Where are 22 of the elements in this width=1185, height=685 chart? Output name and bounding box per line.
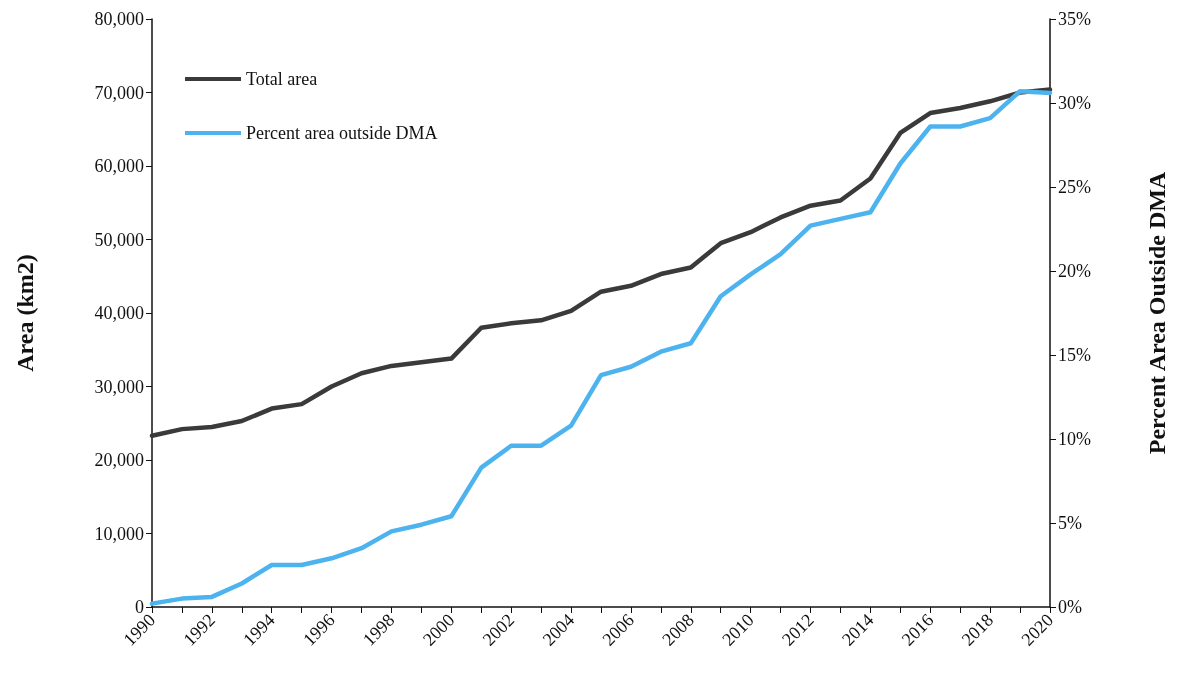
- y2-tick-label: 20%: [1058, 261, 1091, 281]
- y2-tick-label: 25%: [1058, 177, 1091, 197]
- y-axis-title: Area (km2): [12, 254, 38, 372]
- y2-axis-title: Percent Area Outside DMA: [1144, 171, 1170, 455]
- y2-tick-label: 15%: [1058, 345, 1091, 365]
- y2-tick-label: 0%: [1058, 597, 1082, 617]
- y-tick-label: 40,000: [94, 303, 144, 323]
- line-series: [149, 87, 1053, 438]
- y-tick-label: 0: [135, 597, 144, 617]
- y2-tick-label: 30%: [1058, 93, 1091, 113]
- y-tick-label: 10,000: [94, 523, 144, 544]
- legend-label: Percent area outside DMA: [246, 123, 438, 143]
- y-tick-label: 30,000: [94, 376, 144, 397]
- y2-tick-label: 5%: [1058, 513, 1082, 533]
- y2-tick-label: 10%: [1058, 429, 1091, 449]
- y-tick-label: 20,000: [94, 450, 144, 470]
- y-tick-label: 50,000: [94, 229, 144, 250]
- y-tick-label: 80,000: [94, 9, 144, 29]
- y2-tick-label: 35%: [1058, 9, 1091, 29]
- y-tick-label: 70,000: [94, 82, 144, 103]
- y-tick-label: 60,000: [94, 156, 144, 176]
- legend-label: Total area: [246, 69, 318, 89]
